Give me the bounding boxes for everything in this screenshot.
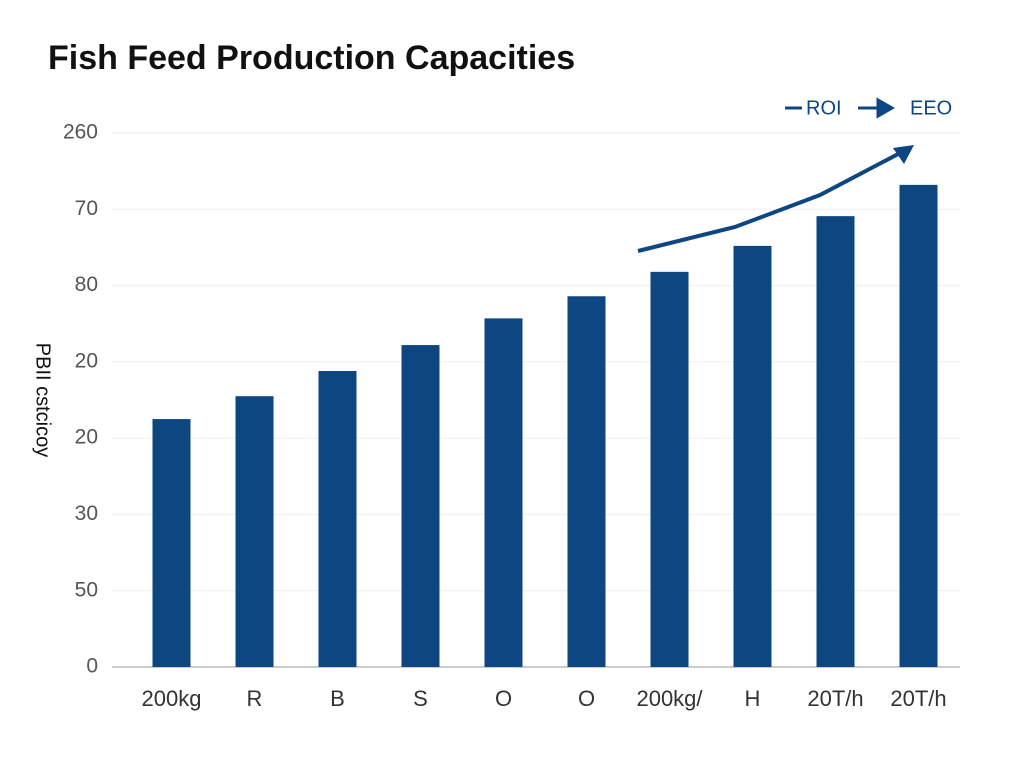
x-tick-label: S (413, 686, 428, 711)
x-tick-label: R (247, 686, 263, 711)
x-tick-label: B (330, 686, 345, 711)
y-tick-label: 70 (75, 197, 98, 220)
bar (235, 396, 274, 667)
y-tick-label: 80 (75, 273, 98, 296)
x-tick-label: O (578, 686, 595, 711)
y-tick-label: 260 (63, 121, 98, 144)
x-tick-label: 200kg (142, 686, 202, 711)
legend-label: EEO (910, 97, 952, 119)
legend-label: ROI (806, 97, 842, 119)
y-axis-label: PBII cstcicoy (32, 343, 54, 457)
y-tick-label: 0 (86, 655, 98, 678)
bar (484, 318, 523, 667)
x-tick-label: H (745, 686, 761, 711)
legend-arrow (858, 97, 896, 119)
y-tick-label: 50 (75, 578, 98, 601)
y-tick-label: 30 (75, 502, 98, 525)
y-tick-label: 20 (75, 426, 98, 449)
plot-area: 0 50 30 20 20 80 70 260 200kg R B S O O 200kg/H 20T/h 20… (63, 121, 960, 711)
x-tick-label: 20T/h (890, 686, 946, 711)
bar (567, 296, 606, 667)
x-tick-label: 200kg/ (636, 686, 703, 711)
x-tick-label: O (495, 686, 512, 711)
trend-arrow-head (893, 145, 914, 164)
bar (401, 345, 440, 667)
chart-title: Fish Feed Production Capacities (48, 39, 575, 77)
bar (816, 216, 855, 667)
bar (318, 371, 357, 667)
bar (733, 245, 772, 667)
trend-arrow (637, 150, 903, 253)
bar (152, 419, 191, 667)
bar (650, 271, 689, 667)
bar (899, 184, 938, 668)
x-tick-label: 20T/h (807, 686, 863, 711)
y-tick-label: 20 (75, 349, 98, 372)
